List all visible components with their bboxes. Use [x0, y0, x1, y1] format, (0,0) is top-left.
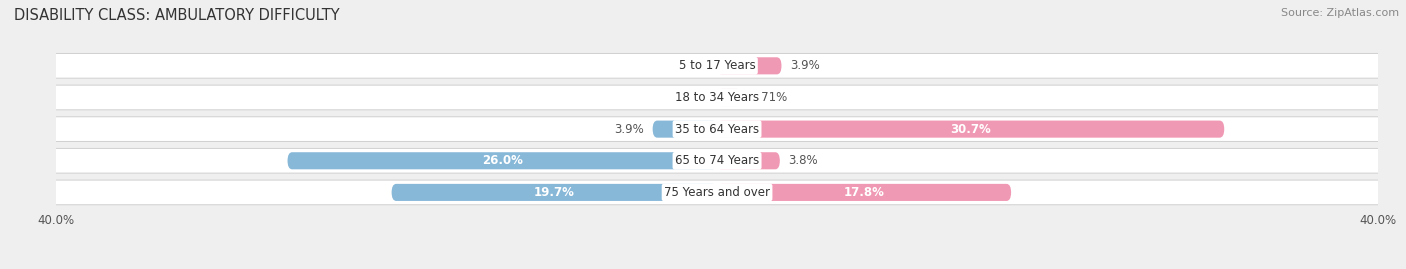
Text: 18 to 34 Years: 18 to 34 Years [675, 91, 759, 104]
Text: 5 to 17 Years: 5 to 17 Years [679, 59, 755, 72]
Text: 17.8%: 17.8% [844, 186, 884, 199]
FancyBboxPatch shape [48, 148, 1386, 173]
Text: 3.9%: 3.9% [790, 59, 820, 72]
FancyBboxPatch shape [48, 180, 1386, 205]
FancyBboxPatch shape [652, 121, 717, 138]
FancyBboxPatch shape [717, 184, 1011, 201]
Text: 0.71%: 0.71% [751, 91, 787, 104]
Text: 19.7%: 19.7% [534, 186, 575, 199]
FancyBboxPatch shape [392, 184, 717, 201]
FancyBboxPatch shape [48, 117, 1386, 141]
Text: 0.0%: 0.0% [679, 91, 709, 104]
FancyBboxPatch shape [48, 85, 1386, 110]
Text: 3.9%: 3.9% [614, 123, 644, 136]
Text: 65 to 74 Years: 65 to 74 Years [675, 154, 759, 167]
Text: 30.7%: 30.7% [950, 123, 991, 136]
FancyBboxPatch shape [717, 152, 780, 169]
Text: 3.8%: 3.8% [789, 154, 818, 167]
FancyBboxPatch shape [717, 89, 742, 106]
Text: DISABILITY CLASS: AMBULATORY DIFFICULTY: DISABILITY CLASS: AMBULATORY DIFFICULTY [14, 8, 340, 23]
Text: 35 to 64 Years: 35 to 64 Years [675, 123, 759, 136]
Text: Source: ZipAtlas.com: Source: ZipAtlas.com [1281, 8, 1399, 18]
FancyBboxPatch shape [287, 152, 717, 169]
FancyBboxPatch shape [48, 54, 1386, 78]
Text: 75 Years and over: 75 Years and over [664, 186, 770, 199]
FancyBboxPatch shape [717, 121, 1225, 138]
Text: 26.0%: 26.0% [482, 154, 523, 167]
FancyBboxPatch shape [717, 57, 782, 74]
Text: 0.0%: 0.0% [679, 59, 709, 72]
